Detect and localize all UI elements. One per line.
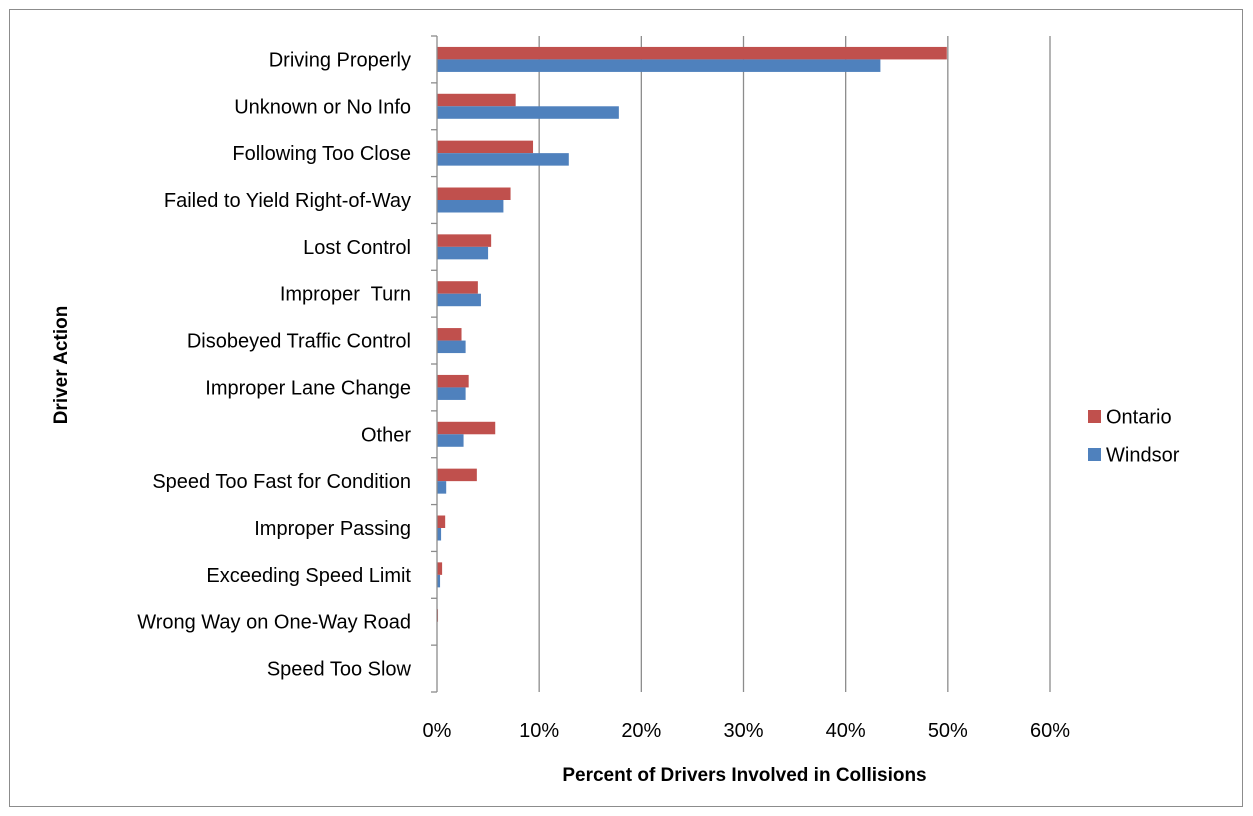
category-label: Disobeyed Traffic Control [187, 331, 411, 353]
category-label: Speed Too Slow [267, 659, 412, 681]
category-label: Lost Control [303, 237, 411, 259]
bar-windsor [437, 106, 619, 119]
x-tick-label: 60% [1030, 720, 1070, 742]
legend-label-windsor: Windsor [1106, 445, 1180, 467]
legend: Ontario Windsor [1088, 407, 1180, 467]
category-ticks [431, 35, 437, 693]
bar-ontario [437, 468, 477, 482]
category-label: Speed Too Fast for Condition [152, 471, 411, 493]
gridlines [538, 36, 1051, 692]
bar-ontario [437, 234, 492, 247]
bar-windsor [437, 59, 881, 72]
x-tick-label: 40% [826, 720, 866, 742]
bar-windsor [437, 246, 489, 260]
bar-ontario [437, 328, 462, 341]
bar-ontario [437, 46, 947, 60]
bar-windsor [437, 340, 466, 354]
x-tick-labels: 0% 10% 20% 30% 40% 50% 60% [423, 720, 1071, 742]
bar-ontario [437, 93, 516, 107]
bar-ontario [437, 187, 511, 200]
x-tick-label: 20% [621, 720, 661, 742]
bars [437, 46, 947, 622]
bar-windsor [437, 387, 466, 400]
category-labels: Driving Properly Unknown or No Info Follow… [137, 49, 411, 680]
x-tick-label: 30% [723, 720, 763, 742]
bar-windsor [437, 153, 569, 166]
bar-windsor [437, 200, 504, 213]
legend-label-ontario: Ontario [1106, 407, 1172, 429]
bar-ontario [437, 421, 496, 435]
x-tick-label: 10% [519, 720, 559, 742]
bar-ontario [437, 374, 469, 388]
category-label: Improper Turn [280, 284, 411, 306]
category-label: Unknown or No Info [234, 96, 411, 118]
bar-ontario [437, 562, 443, 575]
category-label: Failed to Yield Right-of-Way [164, 190, 411, 212]
y-axis-title: Driver Action [51, 306, 72, 425]
bar-windsor [437, 574, 441, 588]
category-label: Improper Lane Change [205, 377, 411, 399]
bar-windsor [437, 293, 481, 307]
bar-ontario [437, 140, 534, 154]
bar-windsor [437, 434, 464, 447]
category-label: Exceeding Speed Limit [206, 565, 411, 587]
category-label: Following Too Close [232, 143, 411, 165]
chart-frame [9, 9, 1243, 807]
category-label: Improper Passing [254, 518, 411, 540]
bar-windsor [437, 481, 447, 494]
bar-ontario [437, 515, 446, 528]
legend-swatch-windsor [1088, 448, 1101, 461]
x-tick-label: 0% [423, 720, 452, 742]
category-label: Other [361, 424, 411, 446]
x-tick-label: 50% [928, 720, 968, 742]
bar-ontario [437, 281, 478, 294]
x-axis-title: Percent of Drivers Involved in Collision… [562, 765, 926, 786]
bar-windsor [437, 528, 442, 541]
legend-swatch-ontario [1088, 410, 1101, 423]
category-label: Driving Properly [269, 49, 411, 71]
category-label: Wrong Way on One-Way Road [137, 612, 411, 634]
